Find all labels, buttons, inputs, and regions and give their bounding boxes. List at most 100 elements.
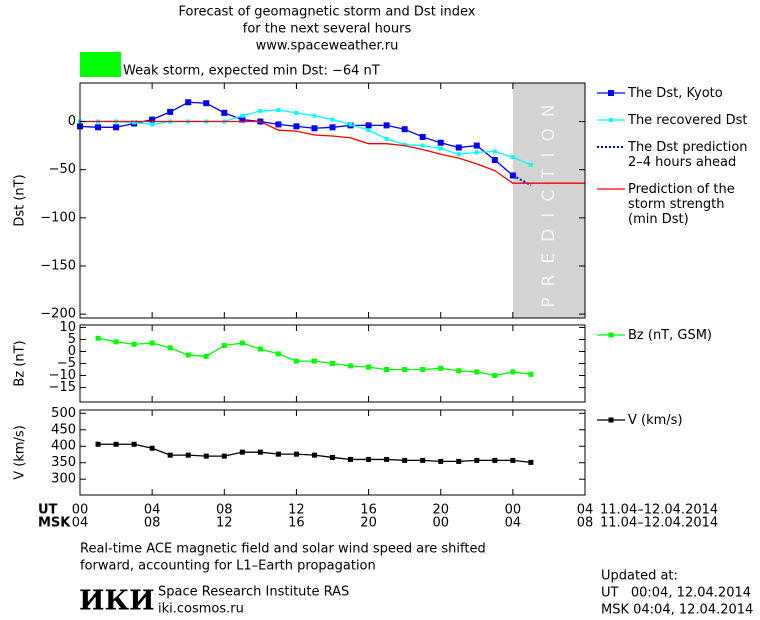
- y-tick-label: −150: [40, 258, 76, 273]
- x-tick-label: 00: [505, 503, 522, 518]
- data-point: [95, 441, 101, 447]
- data-point: [419, 133, 426, 140]
- data-point: [510, 457, 516, 463]
- data-point: [167, 345, 173, 351]
- updated-time: UT 00:04, 12.04.2014: [601, 586, 751, 601]
- x-tick-label: 12: [216, 516, 233, 531]
- x-tick-label: 04: [505, 516, 522, 531]
- data-point: [257, 346, 263, 352]
- series-line: [80, 120, 585, 184]
- y-tick-label: 0: [68, 344, 76, 359]
- data-point: [474, 457, 480, 463]
- x-tick-label: 16: [288, 516, 305, 531]
- data-point: [167, 108, 174, 115]
- legend-marker: [608, 332, 614, 338]
- y-axis-label: Dst (nT): [13, 174, 28, 226]
- data-point: [492, 373, 498, 379]
- data-point: [95, 335, 101, 341]
- time-row-label: UT: [38, 503, 58, 518]
- data-point: [258, 108, 263, 113]
- y-tick-label: −100: [40, 210, 76, 225]
- data-point: [384, 367, 390, 373]
- prediction-label: PREDICTION: [539, 93, 559, 307]
- data-point: [384, 456, 390, 462]
- data-point: [293, 123, 300, 130]
- data-point: [221, 109, 228, 116]
- data-point: [438, 146, 443, 151]
- storm-level-text: Weak storm, expected min Dst: −64 nT: [123, 64, 380, 79]
- title-line: www.spaceweather.ru: [256, 39, 399, 54]
- prediction-band: [512, 83, 585, 318]
- data-point: [203, 100, 210, 107]
- data-point: [420, 457, 426, 463]
- y-tick-label: −10: [49, 368, 76, 383]
- x-tick-label: 08: [216, 503, 233, 518]
- institute: Space Research Institute RAS: [158, 585, 349, 600]
- data-point: [438, 365, 444, 371]
- data-point: [366, 364, 372, 370]
- data-point: [239, 116, 246, 123]
- data-point: [149, 116, 156, 123]
- plot-frame: [79, 409, 586, 496]
- data-point: [95, 124, 102, 131]
- y-tick-label: 400: [51, 439, 76, 454]
- data-point: [437, 139, 444, 146]
- y-tick-label: 10: [59, 320, 76, 335]
- legend-marker: [609, 118, 613, 122]
- data-point: [149, 340, 155, 346]
- data-point: [329, 124, 336, 131]
- y-tick-label: 450: [51, 422, 76, 437]
- updated-label: Updated at:: [601, 569, 678, 584]
- data-point: [113, 441, 119, 447]
- legend-label: Prediction of the storm strength (min Dst): [628, 182, 735, 227]
- legend-label: V (km/s): [628, 413, 683, 428]
- y-axis-label: Bz (nT): [13, 340, 28, 386]
- data-point: [474, 369, 480, 375]
- y-tick-label: 350: [51, 455, 76, 470]
- data-point: [311, 358, 317, 364]
- data-point: [203, 353, 209, 359]
- y-tick-label: −50: [49, 162, 76, 177]
- legend-label: The Dst prediction 2–4 hours ahead: [627, 140, 748, 170]
- y-tick-label: 500: [51, 406, 76, 421]
- data-point: [113, 339, 119, 345]
- data-point: [455, 144, 462, 151]
- y-tick-label: −5: [57, 356, 76, 371]
- data-point: [402, 457, 408, 463]
- logo: ИКИ: [79, 586, 155, 617]
- x-tick-label: 00: [432, 516, 449, 531]
- x-tick-label: 08: [144, 516, 161, 531]
- x-tick-label: 04: [144, 503, 161, 518]
- data-point: [275, 121, 282, 128]
- data-point: [239, 449, 245, 455]
- data-point: [402, 142, 407, 147]
- data-point: [150, 122, 155, 127]
- legend-label: The recovered Dst: [627, 113, 747, 128]
- data-point: [131, 441, 137, 447]
- x-tick-label: 04: [577, 503, 594, 518]
- data-point: [131, 341, 137, 347]
- data-point: [221, 453, 227, 459]
- legend-label: The Dst, Kyoto: [627, 86, 723, 101]
- time-row-label: MSK: [38, 516, 71, 531]
- y-axis-label: V (km/s): [13, 425, 28, 480]
- data-point: [330, 361, 335, 366]
- data-point: [348, 363, 354, 369]
- y-tick-label: −15: [49, 380, 76, 395]
- data-point: [167, 452, 173, 458]
- legend-label: Bz (nT, GSM): [628, 328, 712, 343]
- data-point: [383, 122, 390, 129]
- data-point: [275, 351, 281, 357]
- title-line: for the next several hours: [243, 22, 412, 37]
- data-point: [456, 368, 462, 374]
- data-point: [474, 150, 479, 155]
- x-tick-label: 00: [72, 503, 89, 518]
- data-point: [330, 117, 335, 122]
- data-point: [366, 456, 372, 462]
- data-point: [275, 451, 281, 457]
- x-tick-label: 04: [72, 516, 89, 531]
- data-point: [149, 445, 155, 451]
- data-point: [491, 157, 498, 164]
- data-point: [311, 125, 318, 132]
